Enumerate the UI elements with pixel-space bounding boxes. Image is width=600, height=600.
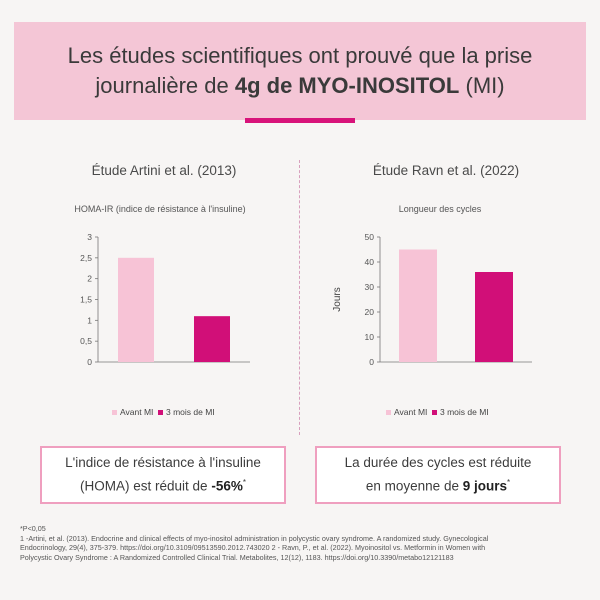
- y-tick-label: 1,5: [80, 295, 92, 305]
- y-tick-label: 3: [87, 232, 92, 242]
- y-tick-label: 2,5: [80, 253, 92, 263]
- y-tick-label: 2: [87, 274, 92, 284]
- bar-3-mois-de-mi: [475, 272, 513, 362]
- left-result-sup: *: [242, 478, 246, 488]
- footnote-reference-3: Polycystic Ovary Syndrome : A Randomized…: [20, 552, 454, 562]
- footnotes: *P<0,05 1 -Artini, et al. (2013). Endocr…: [20, 524, 580, 562]
- left-study-title: Étude Artini et al. (2013): [91, 163, 237, 178]
- legend-label: 3 mois de MI: [440, 407, 489, 417]
- footnote-reference-2: Endocrinology, 29(4), 375-379. https://d…: [20, 543, 486, 552]
- left-result-box: L'indice de résistance à l'insuline (HOM…: [40, 446, 286, 504]
- headline-banner: Les études scientifiques ont prouvé que …: [14, 22, 586, 120]
- y-tick-label: 10: [365, 332, 375, 342]
- y-tick-label: 1: [87, 315, 92, 325]
- legend-label: Avant MI: [120, 407, 153, 417]
- right-result-box: La durée des cycles est réduite en moyen…: [315, 446, 561, 504]
- legend-swatch: [158, 410, 163, 415]
- y-tick-label: 20: [365, 307, 375, 317]
- left-result-pre: (HOMA) est réduit de: [80, 478, 212, 494]
- cycle-length-chart: Longueur des cycles Jours 0 10 20 30 40 50 Avant…: [332, 204, 532, 417]
- legend-swatch: [432, 410, 437, 415]
- y-tick-label: 30: [365, 282, 375, 292]
- left-result-line-2: (HOMA) est réduit de -56%*: [80, 473, 246, 497]
- chart-title: HOMA-IR (indice de résistance à l'insuli…: [74, 204, 245, 214]
- legend-swatch: [112, 410, 117, 415]
- y-tick-label: 0: [369, 357, 374, 367]
- y-tick-label: 0,5: [80, 336, 92, 346]
- chart-title: Longueur des cycles: [399, 204, 482, 214]
- right-result-value: 9 jours: [462, 478, 507, 494]
- bar-3-mois-de-mi: [194, 316, 230, 362]
- headline-line-2: journalière de 4g de MYO-INOSITOL (MI): [95, 71, 504, 101]
- y-tick-label: 50: [365, 232, 375, 242]
- headline-highlight: 4g de MYO-INOSITOL: [234, 73, 460, 98]
- footnote-reference-1: 1 -Artini, et al. (2013). Endocrine and …: [20, 533, 489, 543]
- left-result-value: -56%: [211, 478, 243, 494]
- dashed-divider: [299, 160, 300, 435]
- headline-line-2-pre: journalière de: [95, 73, 235, 98]
- headline-line-1: Les études scientifiques ont prouvé que …: [67, 43, 533, 68]
- homa-chart: HOMA-IR (indice de résistance à l'insuli…: [74, 204, 250, 417]
- bar-avant-mi: [399, 249, 437, 362]
- legend-swatch: [386, 410, 391, 415]
- accent-underline: [245, 118, 355, 123]
- right-result-pre: en moyenne de: [365, 478, 463, 494]
- y-tick-label: 0: [87, 357, 92, 367]
- right-result-sup: *: [506, 478, 511, 488]
- y-axis-label: Jours: [332, 287, 343, 311]
- right-study-title: Étude Ravn et al. (2022): [372, 163, 520, 178]
- right-result-line-1: La durée des cycles est réduite: [344, 455, 532, 471]
- footnote-significance: *P<0,05: [20, 524, 46, 533]
- legend-label: 3 mois de MI: [166, 407, 215, 417]
- y-tick-label: 40: [365, 257, 375, 267]
- legend-label: Avant MI: [394, 407, 427, 417]
- right-result-line-2: en moyenne de 9 jours*: [366, 473, 510, 497]
- headline-line-2-post: (MI): [459, 73, 505, 98]
- left-result-line-1: L'indice de résistance à l'insuline: [65, 455, 261, 471]
- bar-avant-mi: [118, 257, 154, 362]
